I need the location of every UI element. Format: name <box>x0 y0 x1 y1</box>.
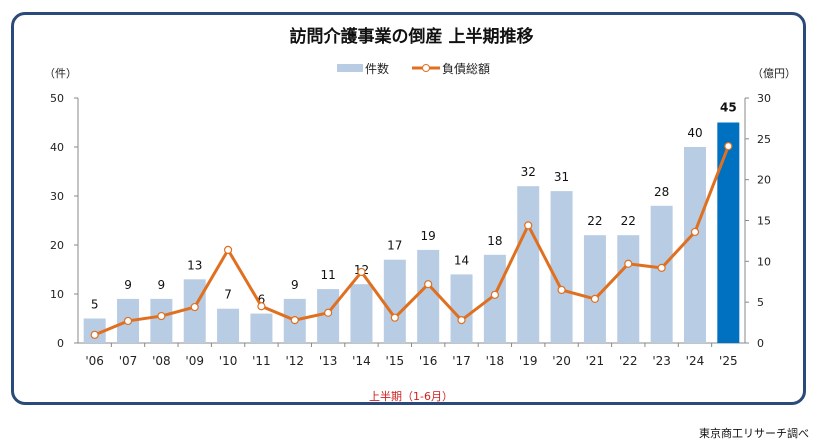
bar-'21 <box>583 235 606 343</box>
left-tick-label: 10 <box>50 288 64 301</box>
legend-bar-label: 件数 <box>365 61 389 76</box>
debt-point-'14 <box>357 267 366 277</box>
debt-point-'09 <box>190 302 199 312</box>
x-tick-label: '18 <box>486 354 505 368</box>
debt-point-'18 <box>490 290 499 299</box>
bar-'20 <box>550 191 573 343</box>
x-tick-label: '20 <box>552 354 571 368</box>
x-tick-label: '17 <box>452 354 471 368</box>
right-tick-label: 15 <box>757 215 771 228</box>
debt-point-'16 <box>424 280 433 289</box>
bar-data-label: 22 <box>621 214 636 228</box>
legend-line-label: 負債総額 <box>442 61 490 76</box>
right-tick-label: 30 <box>757 92 771 105</box>
bar-data-label: 18 <box>487 234 502 248</box>
x-tick-label: '14 <box>352 354 371 368</box>
debt-point-'21 <box>590 294 600 303</box>
x-tick-label: '15 <box>386 354 405 368</box>
x-tick-label: '23 <box>652 354 671 368</box>
debt-point-'24 <box>690 227 700 237</box>
bar-'11 <box>250 313 273 343</box>
debt-point-'07 <box>123 316 133 326</box>
x-tick-label: '16 <box>419 354 438 368</box>
bar-data-label: 17 <box>387 239 402 253</box>
debt-point-'12 <box>290 316 299 325</box>
bar-data-label: 6 <box>258 293 266 307</box>
bar-data-label: 11 <box>320 268 335 282</box>
debt-point-'17 <box>457 316 466 325</box>
right-tick-label: 5 <box>757 296 764 309</box>
bar-'15 <box>383 259 406 343</box>
bar-data-label: 9 <box>291 278 299 292</box>
bar-data-label: 28 <box>654 185 669 199</box>
x-tick-label: '19 <box>519 354 538 368</box>
x-tick-label: '21 <box>586 354 605 368</box>
left-tick-label: 40 <box>50 141 64 154</box>
bar-'22 <box>617 235 640 343</box>
x-tick-label: '06 <box>85 354 104 368</box>
debt-point-'20 <box>557 285 566 295</box>
x-tick-label: '08 <box>152 354 171 368</box>
debt-point-'15 <box>390 313 399 322</box>
bar-data-label: 32 <box>521 165 536 179</box>
x-tick-label: '10 <box>219 354 238 368</box>
debt-point-'08 <box>157 311 166 321</box>
debt-point-'23 <box>657 263 666 272</box>
bar-'08 <box>150 298 173 343</box>
x-tick-label: '22 <box>619 354 638 368</box>
x-tick-label: '13 <box>319 354 338 368</box>
bar-data-label: 14 <box>454 253 469 267</box>
bar-data-label: 13 <box>187 258 202 272</box>
bar-data-label: 5 <box>91 298 99 312</box>
left-tick-label: 50 <box>50 92 64 105</box>
left-tick-label: 20 <box>50 239 64 252</box>
debt-point-'10 <box>223 245 233 254</box>
right-tick-label: 20 <box>757 174 771 187</box>
source-note: 東京商工リサーチ調べ <box>699 427 809 440</box>
x-tick-label: '11 <box>252 354 271 368</box>
bar-data-label: 9 <box>158 278 166 292</box>
debt-point-'19 <box>524 221 533 230</box>
debt-point-'25 <box>724 142 733 151</box>
debt-point-'13 <box>324 308 333 317</box>
debt-point-'22 <box>624 259 633 268</box>
right-tick-label: 25 <box>757 133 771 146</box>
bar-data-label: 45 <box>720 101 737 115</box>
chart-title: 訪問介護事業の倒産 上半期推移 <box>289 27 534 47</box>
x-tick-label: '07 <box>119 354 138 368</box>
bar-'17 <box>450 274 473 343</box>
right-axis-label: （億円） <box>752 67 796 80</box>
bar-data-label: 9 <box>124 278 132 292</box>
debt-line <box>94 145 730 337</box>
x-tick-label: '12 <box>285 354 304 368</box>
bar-data-label: 19 <box>421 229 436 243</box>
bar-data-label: 40 <box>687 126 702 140</box>
right-tick-label: 10 <box>757 255 771 268</box>
bar-'25 <box>717 122 740 343</box>
bar-'19 <box>517 186 540 343</box>
chart-frame <box>11 12 806 405</box>
legend-line-marker <box>422 64 430 72</box>
legend-bar-swatch <box>337 64 363 72</box>
bar-data-label: 22 <box>587 214 602 228</box>
bar-'24 <box>683 147 706 343</box>
right-tick-label: 0 <box>757 337 764 350</box>
bar-'16 <box>417 249 440 343</box>
debt-point-'06 <box>90 330 99 339</box>
x-tick-label: '09 <box>185 354 204 368</box>
bar-'10 <box>217 308 240 343</box>
bar-data-label: 31 <box>554 170 569 184</box>
bar-data-label: 7 <box>224 288 232 302</box>
x-tick-label: '24 <box>686 354 705 368</box>
left-tick-label: 0 <box>57 337 64 350</box>
left-axis-label: （件） <box>44 67 77 80</box>
x-tick-label: '25 <box>719 354 738 368</box>
bar-'23 <box>650 205 673 343</box>
debt-point-'11 <box>257 302 266 311</box>
x-axis-title: 上半期（1-6月） <box>369 389 453 403</box>
bar-'14 <box>350 284 373 343</box>
left-tick-label: 30 <box>50 190 64 203</box>
